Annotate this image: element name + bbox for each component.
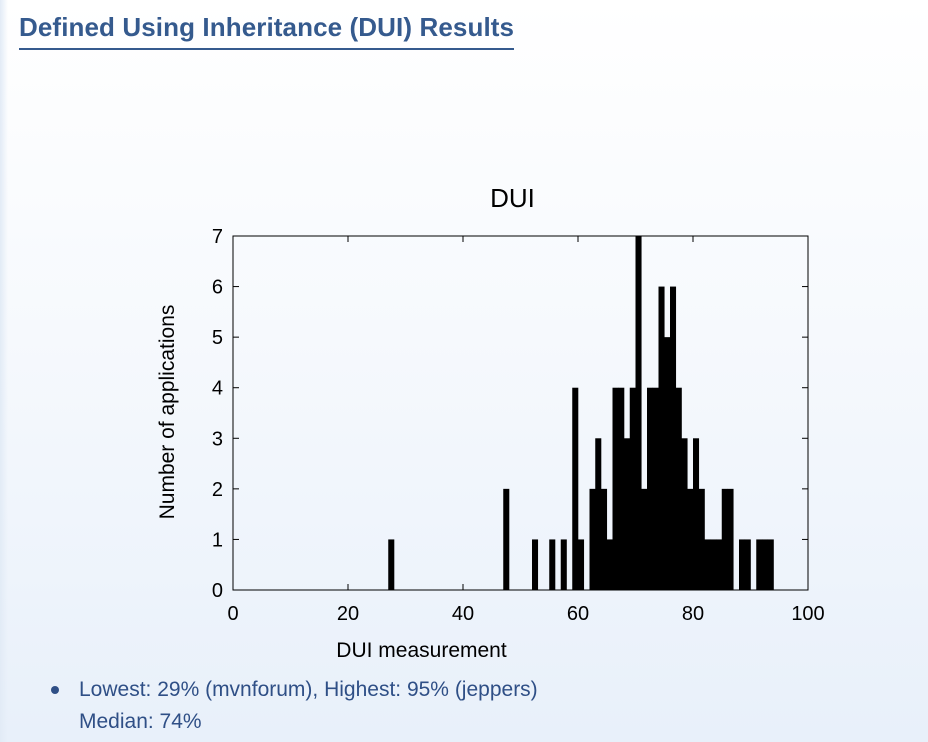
y-tick-label: 4 xyxy=(212,378,223,400)
x-tick-label: 60 xyxy=(567,603,589,625)
histogram-bar xyxy=(572,387,579,590)
histogram-bar xyxy=(578,539,585,590)
x-tick-label: 40 xyxy=(452,603,474,625)
histogram-bar xyxy=(687,488,694,590)
plot-frame xyxy=(232,235,809,591)
bullet-text-range: Lowest: 29% (mvnforum), Highest: 95% (je… xyxy=(79,678,538,701)
histogram-bar xyxy=(618,387,625,590)
histogram-bar xyxy=(612,387,619,590)
y-tick-label: 6 xyxy=(212,277,223,299)
histogram-bar xyxy=(652,387,659,590)
histogram-bar xyxy=(606,539,613,590)
histogram-bar xyxy=(698,488,705,590)
x-tick-label: 80 xyxy=(682,603,704,625)
histogram-bar xyxy=(388,539,395,590)
histogram-bar xyxy=(744,539,751,590)
y-tick-label: 1 xyxy=(212,529,223,551)
histogram-bar xyxy=(704,539,711,590)
histogram-bar xyxy=(670,286,677,590)
histogram-bar xyxy=(589,488,596,590)
histogram-bar xyxy=(595,438,602,590)
bullet-item: Lowest: 29% (mvnforum), Highest: 95% (je… xyxy=(50,674,538,706)
histogram-bar xyxy=(624,438,631,590)
histogram-bar xyxy=(658,286,665,590)
y-axis-label: Number of applications xyxy=(156,305,179,520)
histogram-bar xyxy=(641,488,648,590)
x-tick-label: 100 xyxy=(791,603,824,625)
histogram-bar xyxy=(721,488,728,590)
histogram-bar xyxy=(767,539,774,590)
x-tick-label: 0 xyxy=(227,603,238,625)
histogram-bar xyxy=(647,387,654,590)
histogram-bar xyxy=(675,387,682,590)
histogram-bar xyxy=(635,236,642,590)
bullet-dot-icon xyxy=(51,686,59,694)
histogram-bar xyxy=(560,539,567,590)
histogram-bar xyxy=(664,337,671,590)
histogram-bar xyxy=(549,539,556,590)
histogram-bar xyxy=(693,438,700,590)
chart-title: DUI xyxy=(490,183,535,213)
left-decor-band xyxy=(0,0,8,742)
histogram-bar xyxy=(532,539,539,590)
bullet-list: Lowest: 29% (mvnforum), Highest: 95% (je… xyxy=(50,674,538,738)
histogram-bar xyxy=(601,488,608,590)
histogram-bar xyxy=(710,539,717,590)
histogram-bar xyxy=(503,488,510,590)
bullet-text-median: Median: 74% xyxy=(79,710,202,733)
histogram-bar xyxy=(762,539,769,590)
y-tick-label: 7 xyxy=(212,226,223,248)
slide-title: Defined Using Inheritance (DUI) Results xyxy=(19,12,515,50)
histogram-bar xyxy=(629,387,636,590)
y-tick-label: 0 xyxy=(212,580,223,602)
y-tick-label: 5 xyxy=(212,327,223,349)
x-axis-label: DUI measurement xyxy=(336,639,507,662)
histogram-bar xyxy=(681,438,688,590)
y-tick-label: 3 xyxy=(212,428,223,450)
histogram-bar xyxy=(739,539,746,590)
y-tick-label: 2 xyxy=(212,479,223,501)
x-tick-label: 20 xyxy=(337,603,359,625)
histogram-bar xyxy=(727,488,734,590)
histogram-bar xyxy=(756,539,763,590)
histogram-bar xyxy=(716,539,723,590)
